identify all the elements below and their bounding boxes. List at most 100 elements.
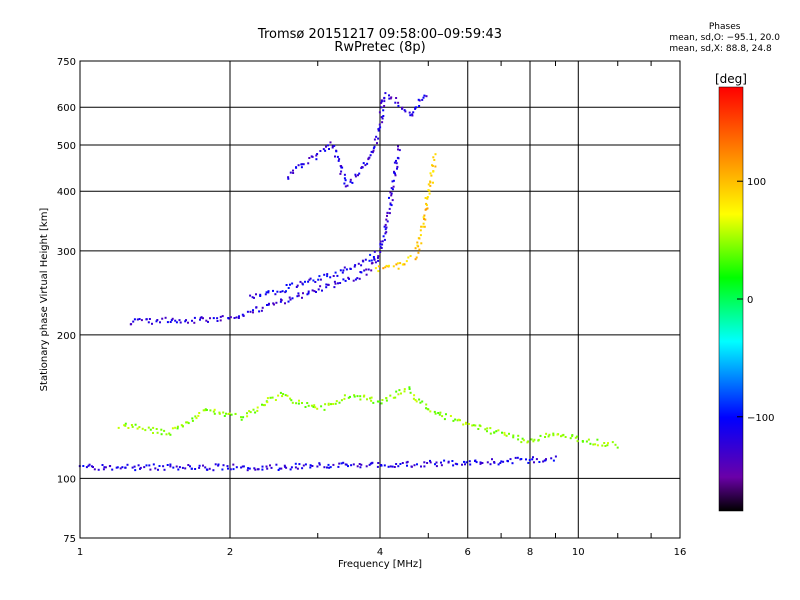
echo-point	[461, 463, 463, 466]
echo-point	[560, 435, 562, 438]
echo-point	[434, 153, 437, 156]
echo-point	[424, 218, 427, 221]
echo-point	[226, 465, 229, 468]
echo-point	[297, 294, 300, 297]
echo-point	[388, 207, 391, 210]
echo-point	[242, 314, 245, 317]
echo-point	[484, 428, 487, 431]
x-tick-label: 16	[674, 547, 687, 558]
echo-point	[358, 277, 361, 280]
echo-point	[176, 427, 179, 430]
echo-point	[438, 413, 441, 416]
echo-point	[387, 465, 390, 468]
echo-point	[399, 262, 402, 265]
echo-point	[364, 258, 367, 261]
echo-point	[309, 464, 312, 467]
echo-point	[168, 432, 171, 435]
echo-point	[345, 463, 348, 466]
echo-point	[562, 433, 565, 436]
echo-point	[414, 247, 417, 250]
echo-point	[163, 429, 166, 432]
echo-point	[133, 465, 136, 468]
echo-point	[197, 414, 200, 417]
echo-point	[308, 278, 311, 281]
echo-point	[403, 390, 406, 393]
echo-point	[406, 464, 408, 467]
echo-point	[152, 463, 155, 466]
x-tick-label: 4	[377, 547, 383, 558]
echo-point	[415, 256, 418, 259]
echo-point	[329, 276, 332, 279]
echo-point	[429, 461, 432, 464]
echo-point	[380, 116, 383, 119]
echo-point	[176, 425, 179, 428]
echo-point	[325, 283, 328, 286]
echo-point	[327, 402, 330, 405]
echo-point	[191, 319, 193, 322]
echo-point	[423, 214, 426, 217]
echo-point	[337, 159, 340, 162]
echo-point	[340, 399, 343, 402]
echo-point	[256, 409, 259, 412]
echo-point	[381, 399, 384, 401]
echo-point	[148, 464, 151, 467]
echo-point	[434, 463, 436, 466]
echo-point	[233, 317, 236, 319]
echo-point	[289, 397, 292, 400]
echo-point	[363, 394, 366, 397]
echo-point	[397, 148, 399, 151]
echo-point	[392, 396, 395, 399]
echo-point	[384, 223, 387, 226]
echo-point	[370, 259, 373, 262]
colorbar-unit-label: [deg]	[715, 72, 747, 86]
echo-point	[414, 106, 417, 109]
echo-point	[390, 187, 393, 190]
echo-point	[340, 166, 343, 169]
echo-point	[103, 466, 106, 469]
echo-point	[343, 173, 346, 176]
echo-point	[259, 293, 262, 296]
echo-point	[356, 395, 359, 398]
echo-point	[616, 446, 619, 449]
echo-point	[396, 156, 399, 159]
echo-point	[409, 255, 412, 257]
echo-point	[552, 434, 555, 437]
grid-lines	[80, 61, 680, 538]
echo-point	[508, 432, 510, 435]
echo-point	[164, 316, 167, 319]
echo-point	[222, 411, 225, 414]
echo-point	[439, 411, 442, 414]
echo-point	[313, 404, 316, 407]
echo-point	[90, 465, 93, 468]
echo-point	[242, 416, 245, 419]
echo-point	[467, 423, 470, 425]
echo-point	[235, 466, 238, 469]
echo-point	[362, 162, 365, 165]
echo-point	[255, 293, 257, 296]
echo-point	[407, 256, 410, 259]
echo-point	[377, 462, 380, 464]
echo-point	[165, 433, 168, 436]
echo-point	[360, 463, 363, 466]
colorbar-tick-label: −100	[747, 413, 774, 424]
echo-point	[223, 415, 226, 417]
echo-point	[418, 248, 421, 251]
echo-point	[501, 431, 503, 434]
echo-point	[252, 311, 254, 314]
echo-point	[130, 323, 133, 326]
echo-point	[351, 181, 354, 184]
echo-point	[377, 270, 380, 273]
echo-point	[422, 216, 425, 219]
echo-point	[385, 231, 388, 234]
echo-point	[93, 468, 96, 471]
echo-point	[251, 296, 254, 299]
echo-point	[333, 280, 336, 283]
echo-point	[370, 399, 373, 402]
echo-point	[399, 463, 402, 465]
echo-point	[284, 394, 287, 397]
echo-point	[169, 321, 172, 323]
echo-point	[406, 460, 409, 463]
echo-point	[124, 424, 127, 427]
echo-point	[97, 468, 100, 471]
echo-point	[454, 418, 457, 421]
